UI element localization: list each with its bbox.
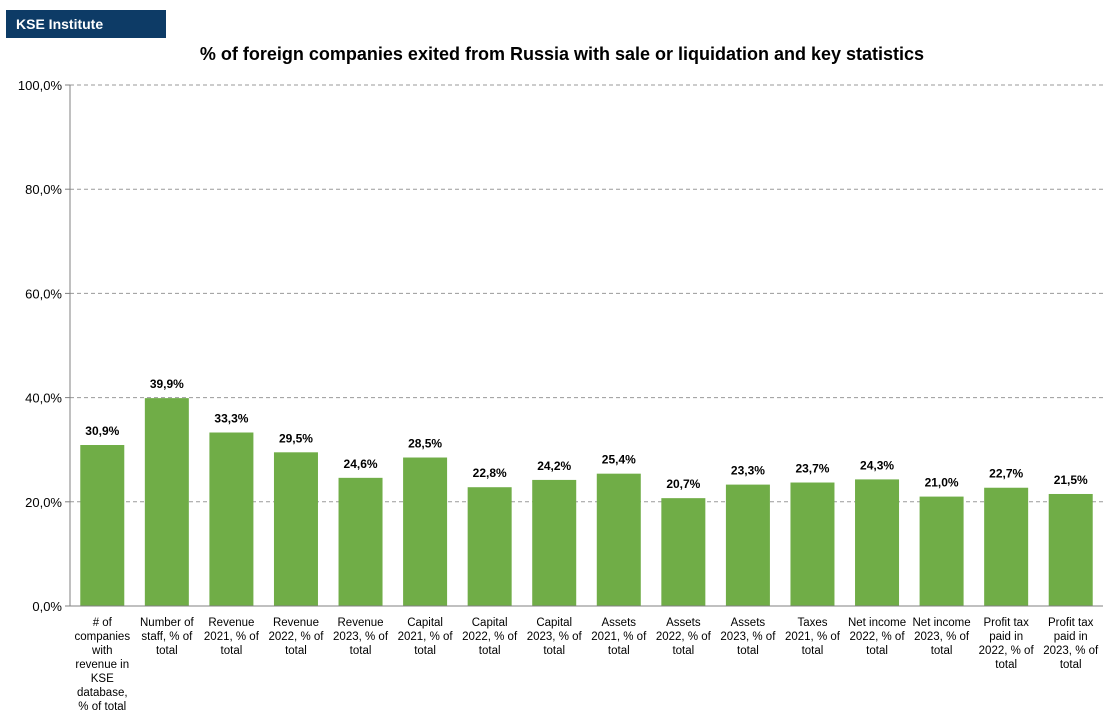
- bar: [855, 479, 900, 606]
- bar: [919, 496, 964, 606]
- data-label: 28,5%: [408, 437, 442, 451]
- x-tick-label: Assets 2023, % of total: [720, 617, 776, 657]
- bar: [338, 477, 383, 606]
- x-tick-label: Capital 2021, % of total: [398, 617, 454, 657]
- x-tick-label: Assets 2021, % of total: [591, 617, 647, 657]
- data-label: 39,9%: [150, 377, 184, 391]
- data-label: 30,9%: [85, 424, 119, 438]
- x-tick-label: Profit tax paid in 2023, % of total: [1043, 617, 1099, 671]
- data-label: 22,8%: [473, 466, 507, 480]
- bar: [1048, 493, 1093, 606]
- bar: [209, 432, 254, 606]
- data-label: 21,0%: [925, 476, 959, 490]
- y-tick-label: 100,0%: [18, 78, 63, 93]
- brand-logo: KSE Institute: [6, 10, 166, 38]
- x-tick-label: Capital 2022, % of total: [462, 617, 518, 657]
- bar: [467, 487, 512, 606]
- x-tick-label: # of companies with revenue in KSE database,%…: [74, 617, 130, 713]
- x-tick-label: Revenue 2023, % of total: [333, 617, 389, 657]
- y-tick-label: 20,0%: [25, 495, 62, 510]
- x-tick-label: Revenue 2021, % of total: [204, 617, 260, 657]
- x-tick-label: Taxes 2021, % of total: [785, 617, 841, 657]
- x-tick-label: Profit tax paid in 2022, % of total: [979, 617, 1035, 671]
- bar: [80, 445, 125, 606]
- bar: [790, 482, 835, 606]
- y-tick-label: 0,0%: [32, 599, 62, 614]
- x-tick-label: Assets 2022, % of total: [656, 617, 712, 657]
- data-label: 24,3%: [860, 458, 894, 472]
- bar: [661, 498, 706, 606]
- bar: [532, 479, 577, 606]
- y-tick-label: 60,0%: [25, 286, 62, 301]
- bar: [725, 484, 770, 606]
- y-tick-label: 80,0%: [25, 182, 62, 197]
- bar: [403, 457, 448, 606]
- data-label: 22,7%: [989, 467, 1023, 481]
- data-label: 25,4%: [602, 453, 636, 467]
- data-label: 23,3%: [731, 464, 765, 478]
- bar: [984, 487, 1029, 606]
- data-label: 23,7%: [795, 462, 829, 476]
- x-tick-label: Number of staff, % of total: [140, 617, 194, 657]
- bar: [596, 473, 641, 606]
- data-label: 33,3%: [214, 412, 248, 426]
- x-tick-label: Net income 2023, % of total: [913, 617, 971, 657]
- data-label: 29,5%: [279, 431, 313, 445]
- x-tick-label: Net income 2022, % of total: [848, 617, 906, 657]
- data-label: 20,7%: [666, 477, 700, 491]
- data-label: 24,6%: [344, 457, 378, 471]
- x-tick-label: Capital 2023, % of total: [527, 617, 583, 657]
- chart-title: % of foreign companies exited from Russi…: [199, 44, 925, 64]
- data-label: 24,2%: [537, 459, 571, 473]
- bar: [273, 452, 318, 606]
- x-tick-label: Revenue 2022, % of total: [268, 617, 324, 657]
- bar: [144, 398, 189, 606]
- y-tick-label: 40,0%: [25, 391, 62, 406]
- data-label: 21,5%: [1054, 473, 1088, 487]
